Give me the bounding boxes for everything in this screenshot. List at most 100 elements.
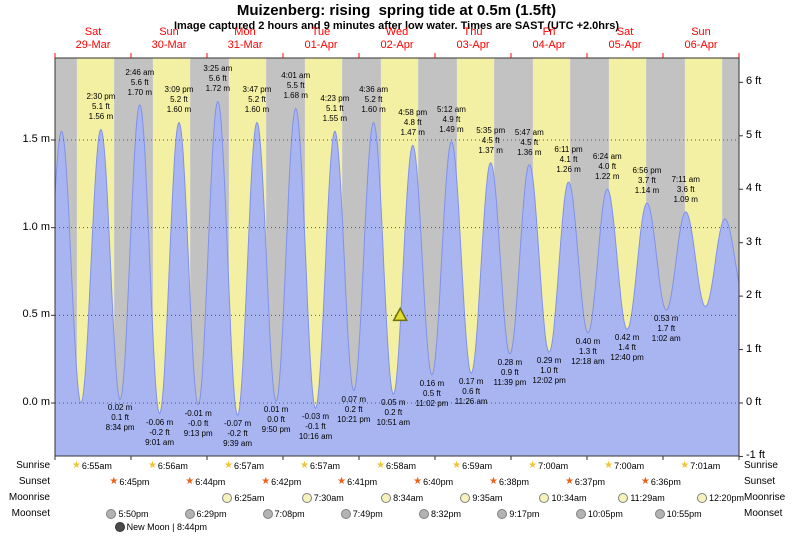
moonset-time: 7:08pm	[274, 509, 305, 519]
tide-high-annotation: 3:09 pm 5.2 ft 1.60 m	[164, 85, 194, 115]
sunset-time: 6:38pm	[498, 477, 529, 487]
moonset-time: 10:55pm	[666, 509, 702, 519]
moonset-time: 6:29pm	[196, 509, 227, 519]
sunset-entry: ★ 6:42pm	[261, 476, 301, 488]
moonrise-icon	[697, 493, 708, 503]
left-axis-label: 1.5 m	[22, 133, 50, 145]
sunset-icon: ★	[488, 476, 498, 487]
moonset-entry: 10:05pm	[575, 508, 623, 520]
sunrise-row-label-right: Sunrise	[744, 460, 778, 471]
moonrise-icon	[460, 493, 471, 503]
tide-high-annotation: 4:23 pm 5.1 ft 1.55 m	[320, 94, 350, 124]
sunset-entry: ★ 6:41pm	[337, 476, 377, 488]
moonset-entry: 10:55pm	[654, 508, 702, 520]
new-moon-entry: New Moon | 8:44pm	[114, 521, 207, 533]
day-label: Sat 05-Apr	[608, 26, 642, 51]
sunrise-time: 6:59am	[462, 461, 493, 471]
tide-high-annotation: 6:11 pm 4.1 ft 1.26 m	[554, 145, 583, 175]
sunrise-time: 6:55am	[81, 461, 112, 471]
sunrise-icon: ★	[376, 460, 386, 471]
tide-low-annotation: -0.06 m -0.2 ft 9:01 am	[145, 417, 175, 447]
moonset-entry: 6:29pm	[184, 508, 227, 520]
moonrise-entry: 11:29am	[618, 492, 665, 504]
left-axis-label: 1.0 m	[22, 220, 50, 233]
moonset-icon	[497, 509, 508, 519]
tide-low-annotation: 0.42 m 1.4 ft 12:40 pm	[610, 333, 644, 363]
moonset-time: 5:50pm	[118, 509, 149, 519]
sunset-time: 6:37pm	[574, 477, 605, 487]
sunset-entry: ★ 6:36pm	[641, 476, 681, 488]
day-label: Thu 03-Apr	[456, 26, 490, 51]
tide-low-annotation: -0.07 m -0.2 ft 9:39 am	[223, 419, 252, 449]
sunset-entry: ★ 6:45pm	[109, 476, 149, 488]
right-axis-label: 4 ft	[746, 182, 762, 195]
sunrise-entry: ★ 7:01am	[680, 460, 720, 472]
sunrise-time: 7:00am	[614, 461, 645, 471]
tide-low-annotation: 0.16 m 0.5 ft 11:02 pm	[415, 378, 449, 408]
moonrise-icon	[618, 493, 629, 503]
moonset-entry: 7:49pm	[340, 508, 383, 520]
tide-high-annotation: 3:47 pm 5.2 ft 1.60 m	[242, 85, 272, 115]
moonrise-entry: 12:20pm	[697, 492, 744, 504]
moonset-time: 10:05pm	[587, 509, 623, 519]
sunrise-time: 7:00am	[538, 461, 569, 471]
tide-high-annotation: 7:11 am 3.6 ft 1.09 m	[671, 174, 700, 204]
moonrise-entry: 8:34am	[381, 492, 423, 504]
tide-high-annotation: 5:35 pm 4.5 ft 1.37 m	[476, 125, 506, 155]
moonset-entry: 9:17pm	[497, 508, 539, 520]
tide-high-annotation: 4:01 am 5.5 ft 1.68 m	[281, 71, 311, 101]
tide-high-annotation: 6:24 am 4.0 ft 1.22 m	[592, 152, 622, 182]
moonrise-time: 6:25am	[234, 493, 265, 503]
left-axis-label: 0.5 m	[22, 308, 50, 321]
day-label: Sat 29-Mar	[75, 26, 111, 51]
day-label: Sun 06-Apr	[684, 26, 718, 51]
sunrise-time: 6:58am	[386, 461, 417, 471]
sunrise-entry: ★ 6:58am	[376, 460, 416, 472]
moonrise-icon	[539, 493, 550, 503]
sunset-entry: ★ 6:38pm	[489, 476, 529, 488]
moonrise-time: 12:20pm	[709, 493, 745, 503]
sunset-time: 6:42pm	[271, 477, 302, 487]
moonset-time: 7:49pm	[352, 509, 383, 519]
sunrise-entry: ★ 6:59am	[452, 460, 492, 472]
right-axis-label: 2 ft	[746, 289, 762, 302]
moonrise-entry: 6:25am	[222, 492, 264, 504]
sunrise-time: 6:57am	[233, 461, 264, 471]
sunset-icon: ★	[337, 476, 347, 487]
right-axis-label: 5 ft	[746, 128, 762, 141]
sunrise-icon: ★	[147, 460, 157, 471]
tide-low-annotation: 0.28 m 0.9 ft 11:39 pm	[493, 357, 527, 387]
sunrise-icon: ★	[604, 460, 614, 471]
right-axis-label: 1 ft	[746, 342, 762, 355]
tide-high-annotation: 5:47 am 4.5 ft 1.36 m	[514, 127, 544, 157]
new-moon-icon	[114, 522, 125, 532]
tide-low-annotation: -0.01 m -0.0 ft 9:13 pm	[183, 408, 213, 438]
page-subtitle: Image captured 2 hours and 9 minutes aft…	[173, 20, 620, 32]
moonrise-time: 7:30am	[313, 493, 344, 503]
moonset-entry: 7:08pm	[262, 508, 305, 520]
sunset-time: 6:41pm	[347, 477, 378, 487]
tide-low-annotation: 0.05 m 0.2 ft 10:51 am	[376, 398, 411, 428]
moonset-time: 8:32pm	[431, 509, 462, 519]
moonset-entry: 8:32pm	[419, 508, 461, 520]
moonrise-row-label-right: Moonrise	[744, 492, 786, 503]
moonset-entry: 5:50pm	[106, 508, 148, 520]
tide-high-annotation: 4:36 am 5.2 ft 1.60 m	[359, 85, 389, 115]
left-axis-label: 0.0 m	[22, 396, 50, 408]
sunrise-entry: ★ 6:57am	[224, 460, 264, 472]
sunset-icon: ★	[413, 476, 423, 487]
sunset-icon: ★	[185, 476, 195, 487]
sunset-entry: ★ 6:40pm	[413, 476, 453, 488]
plot-frame	[54, 57, 740, 457]
day-label: Wed 02-Apr	[380, 26, 414, 51]
moonset-icon	[654, 509, 665, 519]
sunset-icon: ★	[261, 476, 271, 487]
tide-high-annotation: 2:46 am 5.6 ft 1.70 m	[125, 67, 155, 97]
moonrise-time: 10:34am	[551, 493, 587, 503]
sunset-row-label-left: Sunset	[18, 476, 50, 487]
moonset-icon	[419, 509, 429, 519]
tide-high-annotation: 4:58 pm 4.8 ft 1.47 m	[398, 108, 428, 138]
day-label: Tue 01-Apr	[304, 26, 338, 51]
